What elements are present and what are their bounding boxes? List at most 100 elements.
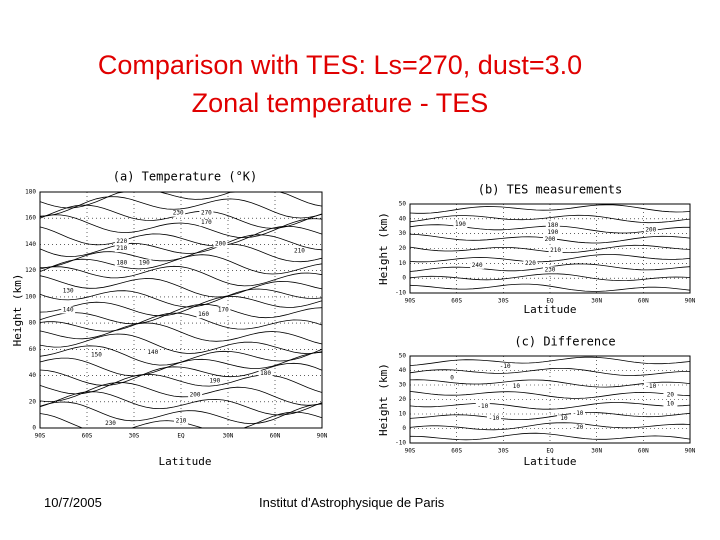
contour-label: 220 [525,260,536,267]
contour-label: 210 [550,247,561,254]
y-tick-label: 140 [25,241,36,248]
contour-label: 220 [116,238,127,245]
contour-line [409,356,691,366]
contour-label: 240 [472,262,483,269]
y-tick-label: -10 [395,290,406,297]
panel-title: (a) Temperature (°K) [113,170,258,184]
contour-label-bg [216,306,231,314]
contour-line [39,196,323,219]
contour-label: -10 [645,383,656,390]
contour-label: 200 [215,240,226,247]
contour-label-bg [114,238,129,246]
x-tick-label: EQ [546,298,554,305]
contour-label-bg [213,240,228,248]
contour-label: 230 [173,210,184,217]
contour-line [409,368,691,376]
contour-label-bg [199,219,214,227]
y-axis-label: Height (km) [377,212,390,285]
contour-line [39,288,323,308]
contour-line [39,225,323,247]
contour-label: 230 [105,420,116,427]
contour-label: -10 [573,410,584,417]
slide-title: Comparison with TES: Ls=270, dust=3.0 [97,50,583,80]
contour-label: 150 [91,351,102,358]
contour-label: 140 [63,307,74,314]
contour-label-bg [523,260,538,268]
contour-label: -20 [573,424,584,431]
contour-label-bg [199,209,214,217]
x-axis-label: Latitude [159,455,212,468]
contour-label: 180 [260,370,271,377]
x-tick-label: 30N [591,298,602,305]
contour-line [409,412,691,420]
contour-label-bg [137,259,152,267]
x-tick-label: 90S [35,433,46,440]
contour-label: -10 [489,415,500,422]
contour-label: 190 [209,377,220,384]
y-tick-label: 30 [399,382,407,389]
contour-label-bg [445,374,459,382]
x-tick-label: 90N [685,298,696,305]
contour-label-bg [258,370,273,378]
y-tick-label: 180 [25,189,36,196]
contour-label-bg [487,415,501,423]
y-tick-label: 160 [25,215,36,222]
contour-label-bg [498,362,513,370]
y-tick-label: 50 [399,353,407,360]
contour-label: -10 [477,403,488,410]
x-axis-label: Latitude [524,455,577,468]
x-tick-label: EQ [177,433,185,440]
contour-line [39,265,323,287]
y-tick-label: 40 [399,215,407,222]
y-tick-label: 20 [29,398,37,405]
contour-label: 180 [116,259,127,266]
contour-label-bg [643,226,658,234]
x-tick-label: 90N [317,433,328,440]
contour-label: 200 [190,391,201,398]
x-tick-label: 90N [685,448,696,455]
contour-label-bg [114,259,129,267]
contour-label: 160 [198,311,209,318]
contour-label: 210 [294,248,305,255]
contour-label-bg [196,311,211,319]
contour-label: 190 [139,259,150,266]
contour-line [39,234,323,258]
contour-label: 200 [645,226,656,233]
x-tick-label: 30S [498,298,509,305]
contour-line [39,254,323,275]
contour-label: 20 [667,392,675,399]
y-tick-label: 80 [29,320,37,327]
contour-label: 0 [450,374,454,381]
contour-line [409,214,691,224]
contour-label-bg [188,391,203,399]
contour-line [409,379,691,388]
contour-line [39,362,323,386]
y-tick-label: 0 [402,425,406,432]
slide-subtitle: Zonal temperature - TES [191,88,489,118]
y-tick-label: 30 [399,230,407,237]
y-tick-label: 0 [402,275,406,282]
contour-label-bg [548,246,563,254]
contour-label-bg [543,236,557,244]
x-tick-label: 90S [405,448,416,455]
contour-label-bg [103,419,118,427]
y-tick-label: 100 [25,293,36,300]
panel-title: (b) TES measurements [478,183,623,197]
panel-title: (c) Difference [514,335,615,349]
x-tick-label: 30S [129,433,140,440]
contour-label: 270 [201,210,212,217]
y-tick-label: 20 [399,245,407,252]
contour-label-bg [571,423,585,431]
footer-date: 10/7/2005 [44,495,102,510]
contour-line [39,391,323,416]
contour-line [39,303,323,325]
contour-label-bg [663,400,678,408]
contour-line [39,275,323,298]
x-tick-label: 90S [405,298,416,305]
x-tick-label: 60N [638,448,649,455]
y-tick-label: 60 [29,346,37,353]
y-tick-label: 40 [399,367,407,374]
contour-label-bg [509,382,524,390]
y-tick-label: 120 [25,267,36,274]
contour-line [409,273,691,282]
